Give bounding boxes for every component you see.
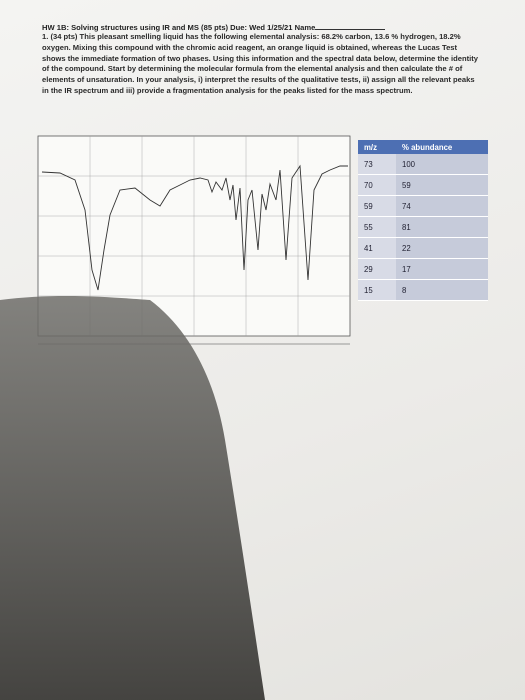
table-row: 55 81	[358, 216, 488, 238]
mz-cell: 29	[358, 258, 396, 280]
column-header: % abundance	[396, 140, 488, 154]
table-body: 73 100 70 59 59 74 55 81 41 22 29 17 15 8	[358, 154, 488, 301]
abundance-cell: 8	[396, 279, 488, 301]
abundance-cell: 59	[396, 174, 488, 196]
ir-spectrum	[37, 135, 351, 345]
mz-cell: 55	[358, 216, 396, 238]
name-blank	[315, 22, 386, 30]
table-row: 59 74	[358, 195, 488, 217]
title-line: HW 1B: Solving structures using IR and M…	[42, 22, 482, 32]
spectrum-trace	[41, 164, 348, 291]
abundance-cell: 81	[396, 216, 488, 238]
mz-cell: 15	[358, 279, 396, 301]
mz-cell: 41	[358, 237, 396, 259]
title: HW 1B: Solving structures using IR and M…	[42, 23, 316, 32]
abundance-cell: 22	[396, 237, 488, 259]
table-row: 73 100	[358, 154, 488, 175]
table-row: 29 17	[358, 258, 488, 280]
mz-cell: 70	[358, 174, 396, 196]
abundance-cell: 74	[396, 195, 488, 217]
abundance-cell: 17	[396, 258, 488, 280]
question: 1. (34 pts) This pleasant smelling liqui…	[42, 32, 478, 95]
table-row: 41 22	[358, 237, 488, 259]
column-header: m/z	[358, 140, 396, 154]
table-row: 70 59	[358, 174, 488, 196]
mass-spectrum-table: m/z % abundance 73 100 70 59 59 74 55 81 41 22 29 1…	[358, 140, 488, 301]
mz-cell: 73	[358, 154, 396, 175]
mz-cell: 59	[358, 195, 396, 217]
table-row: 15 8	[358, 279, 488, 301]
abundance-cell: 100	[396, 154, 488, 175]
